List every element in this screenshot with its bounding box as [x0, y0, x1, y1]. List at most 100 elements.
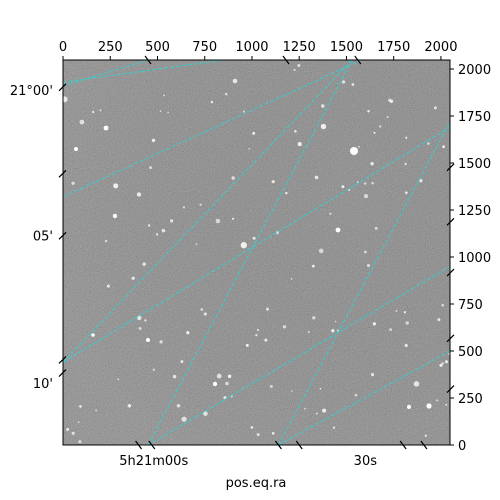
x-tick-label-1500: 1500 — [330, 40, 363, 55]
star — [275, 231, 279, 235]
star — [245, 343, 249, 347]
star — [314, 175, 319, 180]
star — [71, 431, 75, 435]
star — [127, 404, 132, 408]
star — [117, 378, 120, 381]
star — [256, 433, 260, 437]
bright-star — [407, 405, 411, 409]
star — [104, 239, 108, 243]
star — [224, 92, 228, 96]
dec-tick-right-3 — [446, 334, 455, 343]
x-axis-title: pos.eq.ra — [226, 476, 287, 491]
star — [216, 373, 222, 379]
y-tick-label-1750: 1750 — [458, 110, 491, 125]
star — [71, 181, 75, 185]
star — [159, 340, 163, 344]
axis-labels: 0 250 500 750 1000 1250 1500 1750 2000 0 250 500 750… — [10, 40, 491, 469]
star — [159, 110, 162, 113]
star — [163, 94, 166, 97]
star — [322, 408, 327, 413]
star — [113, 183, 119, 189]
star — [424, 434, 428, 437]
star — [297, 142, 302, 147]
star — [312, 264, 315, 268]
y-tick-label-500: 500 — [458, 345, 483, 360]
grid-line-1 — [63, 60, 362, 198]
star — [321, 104, 325, 108]
star — [363, 194, 369, 199]
star — [363, 250, 367, 254]
ra-tick-bottom-4 — [399, 440, 407, 450]
ra-tick-top-0 — [144, 55, 152, 65]
star — [77, 421, 80, 424]
star — [210, 100, 214, 104]
x-tick-label-1750: 1750 — [377, 40, 410, 55]
grid-line-3 — [147, 265, 450, 445]
plot-frame — [62, 59, 451, 446]
star — [136, 315, 142, 321]
star — [364, 182, 367, 185]
grid-line-7 — [63, 60, 353, 363]
star — [351, 83, 355, 86]
star — [445, 403, 448, 406]
star — [293, 68, 296, 72]
star — [170, 219, 174, 223]
star — [79, 119, 85, 125]
star — [379, 125, 382, 128]
ra-tick-bottom-2 — [274, 440, 282, 450]
star — [419, 179, 423, 183]
star — [404, 191, 408, 195]
dec-label-0: 21°00' — [10, 84, 53, 99]
star — [442, 145, 445, 149]
bright-star — [212, 381, 218, 387]
star — [200, 308, 204, 311]
star — [439, 363, 443, 367]
star — [405, 321, 409, 325]
stars — [63, 64, 450, 444]
star — [155, 233, 159, 236]
star — [176, 403, 181, 408]
star — [294, 130, 297, 133]
dec-tick-right-0 — [446, 163, 455, 172]
star — [147, 224, 151, 227]
star — [366, 263, 371, 268]
star — [138, 326, 142, 330]
star — [242, 110, 246, 113]
axis-ticks — [58, 55, 455, 450]
star — [271, 431, 275, 435]
grid-line-4 — [278, 350, 450, 445]
ra-label-0: 5h21m00s — [119, 454, 188, 469]
star — [370, 162, 374, 166]
star — [181, 416, 187, 422]
star — [240, 242, 247, 249]
dec-tick-left-2 — [58, 231, 67, 240]
star — [248, 147, 251, 150]
star — [413, 381, 420, 387]
star — [373, 131, 376, 134]
star — [203, 411, 208, 416]
star — [95, 409, 97, 412]
dec-label-2: 10' — [33, 377, 53, 392]
bright-star — [112, 213, 118, 219]
star — [389, 328, 392, 331]
star — [290, 278, 293, 280]
dec-tick-right-2 — [446, 268, 455, 277]
y-tick-label-750: 750 — [458, 298, 483, 313]
star — [231, 176, 235, 180]
star — [256, 328, 260, 332]
star — [266, 307, 269, 311]
x-tick-label-750: 750 — [192, 40, 217, 55]
bright-star — [74, 147, 78, 151]
star — [370, 373, 375, 377]
star — [341, 80, 346, 84]
star — [152, 368, 156, 372]
y-tick-label-2000: 2000 — [458, 63, 491, 78]
x-tick-label-1000: 1000 — [235, 40, 268, 55]
ra-tick-bottom-0 — [135, 440, 143, 450]
star — [161, 228, 166, 233]
star — [255, 333, 258, 337]
ra-tick-bottom-3 — [295, 440, 303, 450]
dec-tick-left-0 — [58, 83, 67, 92]
star — [297, 64, 301, 67]
